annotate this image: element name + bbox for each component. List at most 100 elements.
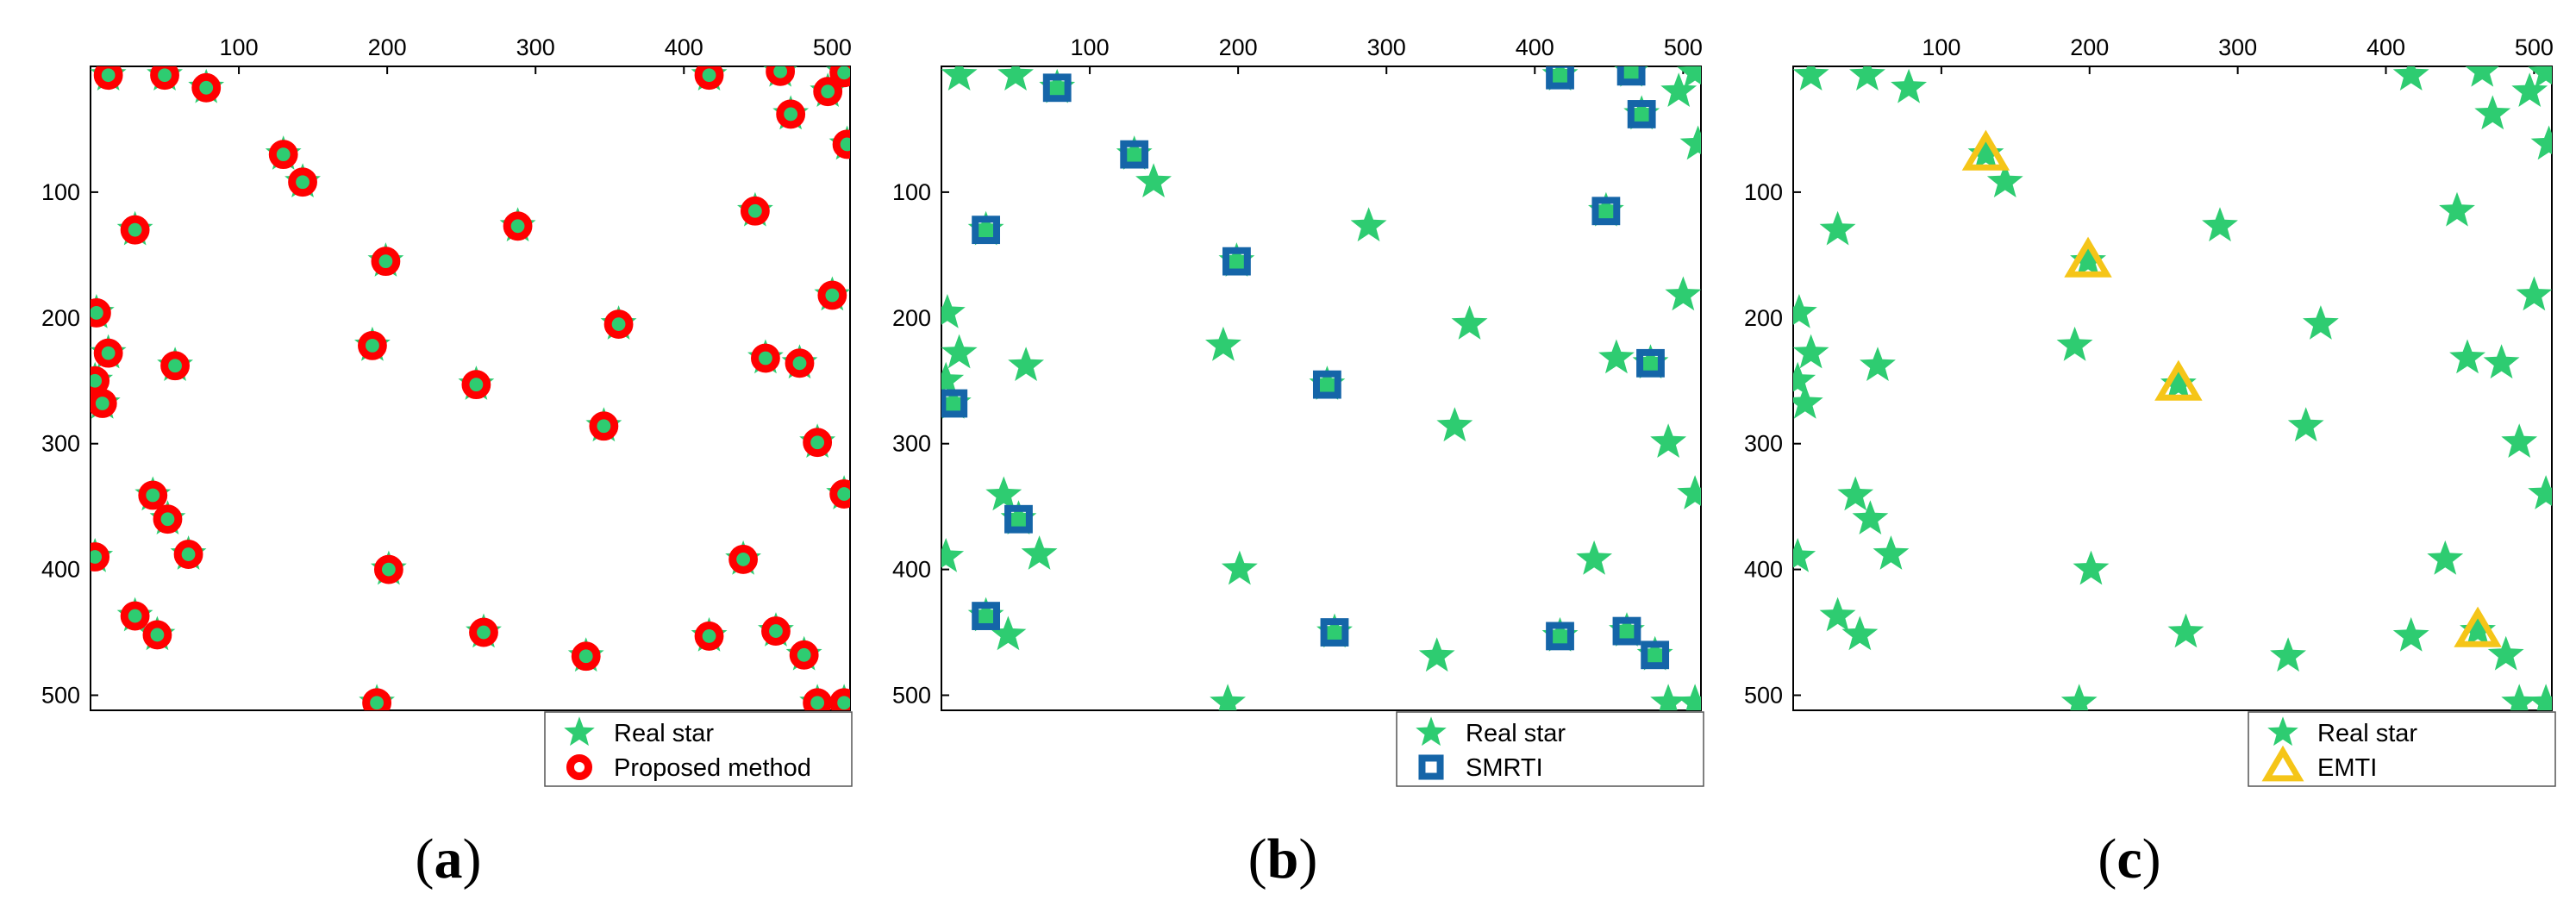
- real-star-marker: [1650, 423, 1687, 458]
- real-star-marker: [1316, 613, 1353, 648]
- real-star-marker: [2392, 616, 2429, 652]
- real-star-marker: [2487, 635, 2524, 671]
- panel-1: 100 200 300 400 500 100 200 300 400 500 Real star P…: [41, 34, 853, 890]
- smrti-marker: [1546, 66, 1574, 90]
- real-star-marker: [2073, 550, 2110, 585]
- real-star-marker: [1021, 535, 1058, 570]
- smrti-marker: [941, 389, 968, 418]
- proposed-method-marker: [766, 66, 796, 86]
- proposed-method-marker: [461, 370, 491, 400]
- smrti-marker: [1591, 197, 1621, 226]
- real-star-marker: [466, 613, 502, 648]
- proposed-method-marker: [740, 196, 770, 226]
- proposed-method-marker: [813, 77, 843, 107]
- proposed-method-marker: [761, 616, 791, 646]
- smrti-marker: [1616, 66, 1646, 86]
- proposed-method-marker: [373, 554, 403, 584]
- x-tick-label: 500: [2515, 34, 2554, 60]
- smrti-marker: [1042, 73, 1072, 103]
- y-tick-label: 100: [892, 179, 931, 205]
- y-tick-label: 400: [1744, 557, 1783, 583]
- real-star-marker: [941, 361, 965, 397]
- real-star-marker: [1418, 637, 1455, 672]
- x-tick-label: 200: [1219, 34, 1258, 60]
- legend: Real star EMTI: [2248, 711, 2556, 787]
- real-star-marker: [990, 615, 1027, 651]
- real-star-marker: [1819, 597, 1856, 632]
- legend-label: Real star: [2317, 720, 2417, 747]
- real-star-marker: [2528, 684, 2552, 710]
- markers: [1793, 66, 2552, 710]
- real-star-marker: [1039, 68, 1076, 103]
- legend-circle-icon: [566, 753, 593, 781]
- y-tick-label: 400: [892, 557, 931, 583]
- proposed-method-marker: [268, 140, 298, 170]
- real-star-marker: [941, 334, 978, 369]
- real-star-marker: [1436, 407, 1473, 442]
- real-star-marker: [2392, 66, 2429, 91]
- smrti-marker: [1120, 140, 1149, 169]
- emti-marker: [2454, 606, 2502, 647]
- smrti-marker: [1627, 100, 1656, 128]
- real-star-marker: [458, 366, 495, 400]
- proposed-method-marker: [91, 389, 117, 418]
- proposed-method-marker: [362, 688, 391, 710]
- x-tick-label: 400: [1516, 34, 1554, 60]
- y-tick-label: 200: [41, 305, 80, 331]
- real-star-marker: [967, 210, 1004, 246]
- real-star-marker: [116, 210, 153, 246]
- real-star-marker: [1609, 612, 1645, 647]
- y-tick-label: 500: [892, 682, 931, 708]
- y-tick-label: 300: [41, 431, 80, 457]
- real-star-marker: [2501, 423, 2538, 458]
- x-tick-label: 200: [2070, 34, 2109, 60]
- real-star-marker: [1793, 538, 1816, 572]
- emti-marker: [2154, 359, 2203, 401]
- real-star-marker: [1636, 635, 1673, 671]
- proposed-method-marker: [469, 617, 498, 647]
- real-star-marker: [758, 612, 794, 647]
- smrti-marker: [1320, 618, 1349, 647]
- real-star-marker: [134, 476, 172, 511]
- real-star-marker: [370, 550, 407, 585]
- y-tick-label: 400: [41, 557, 80, 583]
- real-star-marker: [2202, 207, 2238, 242]
- real-star-marker: [367, 242, 404, 277]
- proposed-method-marker: [589, 411, 619, 441]
- real-star-marker: [1623, 95, 1660, 130]
- real-star-marker: [600, 305, 637, 340]
- real-star-marker: [1576, 540, 1612, 575]
- y-tick-label: 300: [892, 431, 931, 457]
- y-tick-label: 200: [892, 305, 931, 331]
- proposed-method-marker: [694, 622, 724, 651]
- real-star-marker: [967, 597, 1004, 632]
- proposed-method-marker: [150, 66, 179, 91]
- real-star-marker: [799, 423, 836, 458]
- real-star-marker: [1967, 135, 2004, 170]
- real-star-marker: [1860, 347, 1896, 381]
- real-star-marker: [997, 66, 1034, 91]
- proposed-method-marker: [288, 167, 317, 197]
- real-star-marker: [2474, 95, 2511, 130]
- legend-label: Real star: [1466, 720, 1566, 747]
- legend-label: EMTI: [2317, 754, 2377, 782]
- real-star-marker: [737, 191, 773, 227]
- real-star-marker: [1677, 684, 1701, 710]
- x-tick-label: 100: [1922, 34, 1960, 60]
- panel-label: (c): [2098, 828, 2160, 890]
- legend-triangle-icon: [2261, 745, 2304, 782]
- legend-star-icon: [564, 716, 595, 747]
- smrti-marker: [1641, 640, 1670, 670]
- real-star-marker: [2465, 66, 2499, 87]
- proposed-method-marker: [776, 99, 806, 129]
- real-star-marker: [1210, 684, 1246, 710]
- real-star-marker: [941, 538, 965, 572]
- x-tick-label: 400: [2367, 34, 2405, 60]
- real-star-marker: [2528, 66, 2552, 89]
- x-tick-label: 300: [1367, 34, 1406, 60]
- real-star-marker: [785, 635, 822, 671]
- real-star-marker: [149, 500, 186, 534]
- proposed-method-marker: [829, 479, 850, 509]
- real-star-marker: [1841, 615, 1879, 651]
